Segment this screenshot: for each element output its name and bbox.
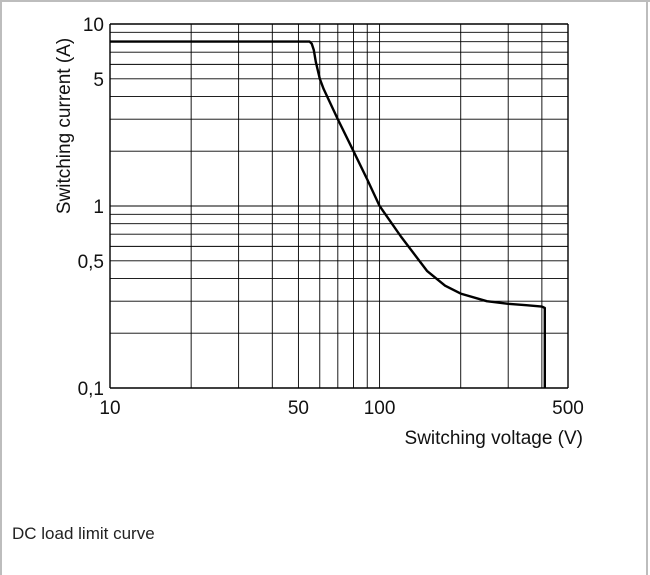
load-limit-curve [110,40,546,388]
grid [109,23,569,389]
x-tick-label: 100 [364,398,396,419]
load-limit-chart: 10 50 100 500 10 5 1 0,5 0,1 Switching voltage (… [54,15,584,449]
tick-labels: 10 50 100 500 10 5 1 0,5 0,1 [78,15,584,419]
y-axis-label: Switching current (A) [54,38,75,214]
x-tick-label: 50 [288,398,309,419]
y-tick-label: 10 [83,15,104,36]
series-layer [110,40,546,388]
frame-top-border [0,0,650,2]
x-tick-label: 10 [99,398,120,419]
x-tick-label: 500 [552,398,584,419]
y-tick-label: 5 [93,70,104,91]
y-tick-label: 0,5 [78,252,104,273]
y-tick-label: 1 [93,197,104,218]
figure-caption: DC load limit curve [12,524,155,543]
y-tick-label: 0,1 [78,379,104,400]
x-axis-label: Switching voltage (V) [405,428,583,449]
